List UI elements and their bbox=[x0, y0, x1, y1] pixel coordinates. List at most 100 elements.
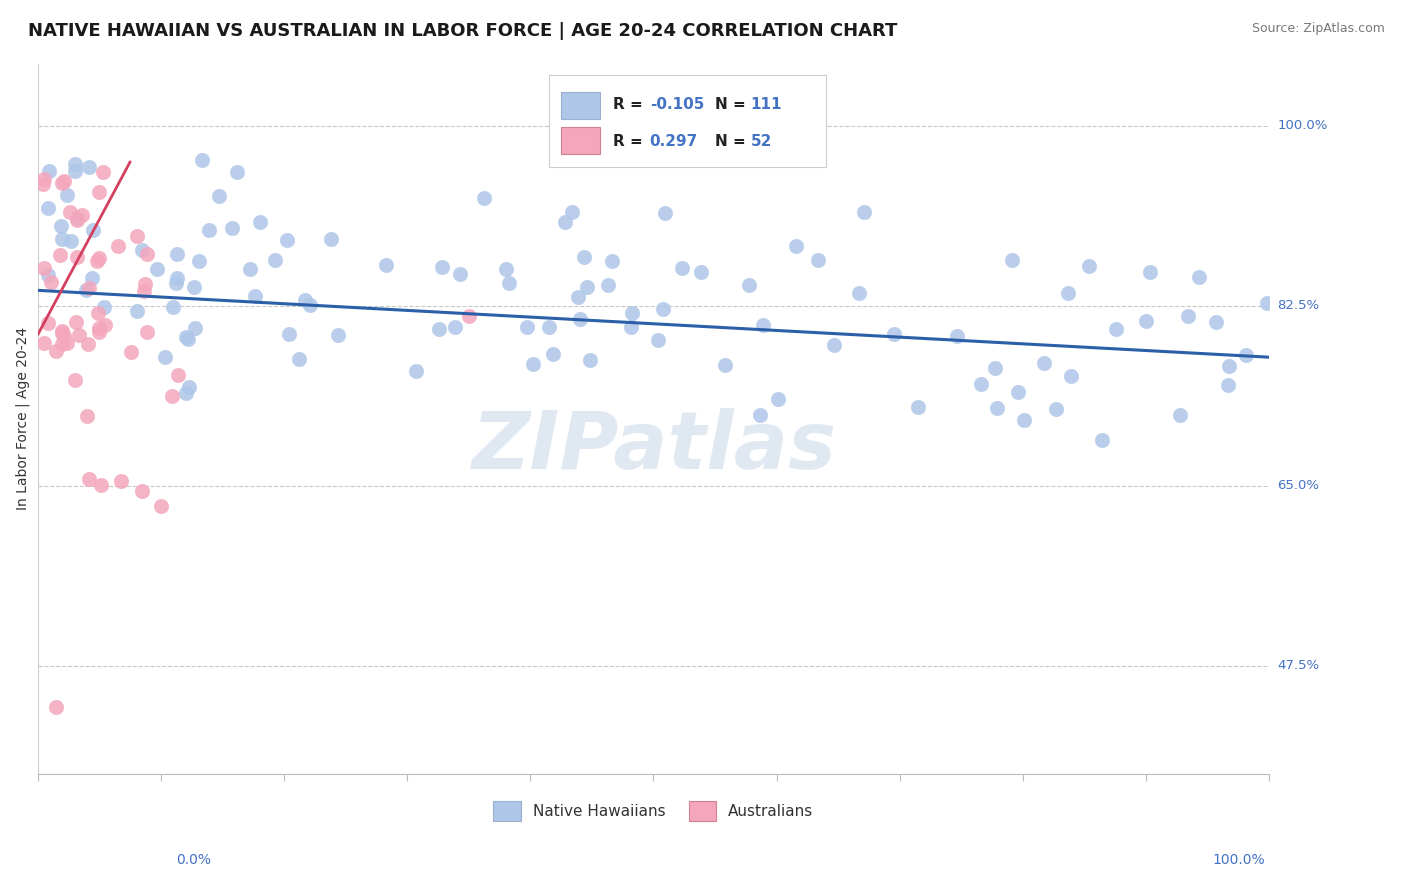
Point bbox=[1045, 401, 1067, 416]
Point bbox=[516, 320, 538, 334]
Point bbox=[853, 204, 876, 219]
Point bbox=[110, 474, 132, 488]
Point bbox=[375, 259, 398, 273]
Point bbox=[93, 318, 115, 333]
Point bbox=[823, 338, 845, 352]
Point bbox=[498, 277, 520, 291]
Point bbox=[166, 247, 188, 261]
Point bbox=[427, 322, 450, 336]
Point bbox=[848, 286, 870, 301]
Point bbox=[430, 260, 453, 275]
Point bbox=[93, 300, 115, 314]
Point bbox=[690, 265, 713, 279]
Point bbox=[751, 318, 773, 332]
Point bbox=[183, 280, 205, 294]
Point bbox=[52, 328, 75, 343]
Y-axis label: In Labor Force | Age 20-24: In Labor Force | Age 20-24 bbox=[15, 327, 30, 510]
Text: 52: 52 bbox=[751, 134, 772, 149]
Point bbox=[249, 214, 271, 228]
Point bbox=[567, 290, 589, 304]
Point bbox=[1139, 265, 1161, 279]
Point bbox=[191, 153, 214, 168]
Point bbox=[568, 312, 591, 326]
Point bbox=[79, 280, 101, 294]
Point bbox=[51, 337, 73, 351]
Point bbox=[579, 352, 602, 367]
Point bbox=[177, 332, 200, 346]
Point bbox=[39, 275, 62, 289]
Point bbox=[80, 271, 103, 285]
Legend: Native Hawaiians, Australians: Native Hawaiians, Australians bbox=[484, 792, 823, 830]
Point bbox=[59, 234, 82, 248]
Point bbox=[38, 163, 60, 178]
Text: 82.5%: 82.5% bbox=[1278, 300, 1319, 312]
Text: 47.5%: 47.5% bbox=[1278, 659, 1319, 673]
Point bbox=[457, 309, 479, 323]
Text: N =: N = bbox=[716, 134, 751, 149]
Point bbox=[127, 303, 149, 318]
Point bbox=[243, 289, 266, 303]
Point bbox=[749, 408, 772, 422]
Point bbox=[32, 172, 55, 186]
FancyBboxPatch shape bbox=[561, 92, 600, 119]
Point bbox=[1091, 433, 1114, 447]
Point bbox=[560, 205, 582, 219]
Point bbox=[37, 268, 59, 283]
Text: N =: N = bbox=[716, 97, 751, 112]
Point bbox=[671, 260, 693, 275]
Point bbox=[107, 239, 129, 253]
Point bbox=[55, 336, 77, 351]
Text: ZIPatlas: ZIPatlas bbox=[471, 409, 837, 486]
Point bbox=[651, 302, 673, 317]
Point bbox=[149, 500, 172, 514]
Point bbox=[135, 325, 157, 339]
Point bbox=[32, 260, 55, 275]
Point bbox=[48, 248, 70, 262]
Text: 100.0%: 100.0% bbox=[1278, 120, 1327, 132]
Point bbox=[1177, 310, 1199, 324]
Point bbox=[1256, 296, 1278, 310]
Point bbox=[278, 326, 301, 341]
FancyBboxPatch shape bbox=[548, 75, 825, 167]
Point bbox=[1056, 285, 1078, 300]
Point bbox=[45, 699, 67, 714]
Point bbox=[1188, 270, 1211, 285]
Point bbox=[1135, 314, 1157, 328]
Point bbox=[768, 392, 790, 406]
Point bbox=[87, 306, 110, 320]
Point bbox=[276, 234, 298, 248]
Point bbox=[1104, 322, 1126, 336]
Text: R =: R = bbox=[613, 97, 648, 112]
Point bbox=[87, 251, 110, 265]
Point bbox=[65, 315, 87, 329]
Point bbox=[49, 219, 72, 234]
Point bbox=[90, 477, 112, 491]
Point bbox=[93, 165, 115, 179]
Point bbox=[946, 328, 969, 343]
Point bbox=[647, 333, 669, 347]
Text: NATIVE HAWAIIAN VS AUSTRALIAN IN LABOR FORCE | AGE 20-24 CORRELATION CHART: NATIVE HAWAIIAN VS AUSTRALIAN IN LABOR F… bbox=[28, 22, 897, 40]
Point bbox=[576, 280, 599, 294]
Point bbox=[1007, 385, 1029, 400]
Point bbox=[785, 239, 807, 253]
Point bbox=[807, 252, 830, 267]
Point bbox=[166, 368, 188, 383]
Point bbox=[184, 321, 207, 335]
Point bbox=[298, 298, 321, 312]
Point bbox=[522, 357, 544, 371]
Point bbox=[77, 472, 100, 486]
Point bbox=[294, 293, 316, 307]
Point bbox=[166, 271, 188, 285]
Point bbox=[1078, 259, 1101, 273]
Point bbox=[208, 189, 231, 203]
Point bbox=[541, 347, 564, 361]
Text: 65.0%: 65.0% bbox=[1278, 479, 1319, 492]
Point bbox=[1001, 253, 1024, 268]
Point bbox=[51, 176, 73, 190]
Point bbox=[89, 325, 111, 339]
Point bbox=[1012, 413, 1035, 427]
Point bbox=[51, 232, 73, 246]
Point bbox=[1033, 356, 1056, 370]
Point bbox=[1218, 359, 1240, 374]
Point bbox=[174, 330, 197, 344]
